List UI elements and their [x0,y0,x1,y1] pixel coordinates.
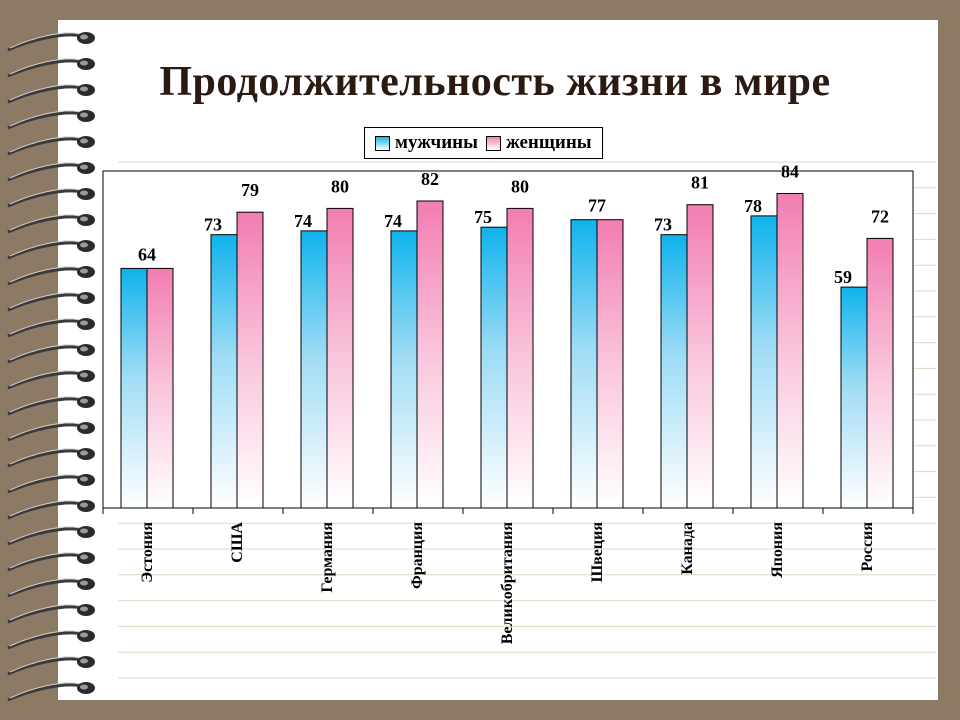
spiral-ring [7,448,95,468]
spiral-ring [7,656,95,676]
bars-group [120,193,894,509]
category-label: Франция [409,522,426,589]
data-label-men: 74 [384,211,402,231]
spiral-ring [7,604,95,624]
spiral-ring [7,370,95,390]
legend-label-women: женщины [505,132,592,153]
category-label: Эстония [139,522,156,583]
bar-men [300,230,328,509]
category-label: Канада [679,522,696,575]
data-label-men: 73 [204,215,222,235]
bar-women [236,211,264,509]
data-label-women: 79 [241,180,259,200]
spiral-ring [7,422,95,442]
bar-women [596,219,624,509]
spiral-ring [7,240,95,260]
data-label-women: 80 [511,176,529,196]
spiral-ring [7,474,95,494]
category-label: США [229,522,246,563]
bar-men [750,215,778,509]
legend: мужчины женщины [364,127,603,159]
spiral-ring [7,136,95,156]
spiral-ring [7,214,95,234]
data-label: 77 [588,196,606,216]
spiral-ring [7,630,95,650]
bar-women [416,200,444,509]
spiral-ring [7,526,95,546]
spiral-ring [7,682,95,702]
spiral-ring [7,318,95,338]
category-label: Германия [319,522,336,593]
spiral-binding [7,32,95,702]
data-label-men: 78 [744,196,762,216]
spiral-ring [7,578,95,598]
bar-women [686,204,714,509]
spiral-ring [7,32,95,52]
data-label-women: 72 [871,206,889,226]
bar-men [390,230,418,509]
bar-men [480,226,508,509]
spiral-ring [7,266,95,286]
data-label-women: 80 [331,176,349,196]
spiral-ring [7,500,95,520]
category-label: Великобритания [499,522,516,645]
bar-women [146,267,174,509]
data-label-women: 82 [421,169,439,189]
bar-men [840,286,868,509]
bar-women [326,207,354,509]
spiral-ring [7,552,95,572]
bar-men [660,234,688,509]
spiral-ring [7,344,95,364]
bar-women [866,237,894,509]
bar-women [506,207,534,509]
bar-men [210,234,238,509]
data-label-men: 59 [834,267,852,287]
spiral-ring [7,396,95,416]
bar-women [776,193,804,509]
legend-swatch-men [375,135,390,151]
category-label: Япония [769,522,786,578]
legend-item-women: женщины [485,132,592,154]
category-label: Швеция [589,522,606,583]
spiral-ring [7,188,95,208]
bar-men [120,267,148,509]
spiral-ring [7,110,95,130]
category-labels: Эстония США Германия Франция Великобритания Ш… [139,522,876,645]
category-label: Россия [859,522,876,572]
x-axis-ticks [102,508,914,514]
data-label-women: 84 [781,162,799,182]
data-labels: 64 73 79 74 80 74 82 75 80 77 73 81 78 84 59 72 [138,162,889,288]
legend-item-men: мужчины [375,132,478,154]
chart-title: Продолжительность жизни в мире [159,59,831,105]
legend-swatch-women [485,135,501,151]
spiral-ring [7,58,95,78]
data-label: 64 [138,244,156,264]
bar-men [570,219,598,509]
data-label-men: 73 [654,215,672,235]
spiral-ring [7,84,95,104]
data-label-men: 75 [474,207,492,227]
data-label-women: 81 [691,173,709,193]
legend-label-men: мужчины [395,132,478,153]
spiral-ring [7,162,95,182]
data-label-men: 74 [294,211,312,231]
spiral-ring [7,292,95,312]
